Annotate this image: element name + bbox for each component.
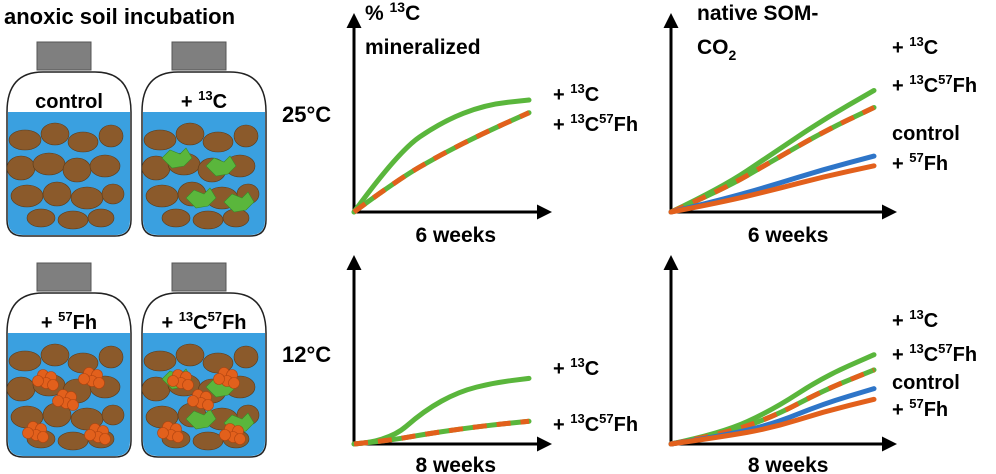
right-column-title-line2: CO2 [697,36,737,63]
ferrihydrite-particle [32,375,44,387]
ferrihydrite-particle [78,373,90,385]
bottle-3: + 57Fh [6,262,132,458]
x-axis-label: 8 weeks [748,454,829,474]
label-control: control [892,372,960,394]
ferrihydrite-particle [213,373,225,385]
chart-panel-1: 6 weeks [346,13,552,247]
series-line-underlay [351,418,532,447]
series-line [668,163,877,215]
label-13c57fh: + 13C57Fh [892,72,977,97]
left-column-title-line1: % 13C [365,0,420,25]
series-line [351,97,532,215]
ferrihydrite-particle [202,399,214,411]
label-13c: + 13C [892,34,938,59]
label-13c57fh: + 13C57Fh [892,341,977,366]
label-13c57fh: + 13C57Fh [553,411,638,436]
ferrihydrite-particle [172,431,184,443]
bottle-label: + 13C [181,88,227,113]
ferrihydrite-particle [167,375,179,387]
13c-substrate [223,191,255,213]
bottle-2: + 13C [141,41,267,237]
bottle-label: + 13C57Fh [161,309,246,334]
ferrihydrite-particle [157,427,169,439]
label-control: control [892,123,960,145]
bottle-cap [171,41,227,71]
chart-panels: 6 weeks 6 weeks 8 weeks 8 weeks + 13C + 13C57… [346,13,977,474]
ferrihydrite-particle [37,431,49,443]
left-column-title-line2: mineralized [365,36,481,59]
x-axis-label: 6 weeks [415,224,496,247]
ferrihydrite-particle [52,395,64,407]
temperature-25: 25°C [282,102,331,127]
series-line [668,396,877,447]
bottle-cap [36,41,92,71]
temperature-12: 12°C [282,342,331,367]
figure-title: anoxic soil incubation [4,4,235,29]
label-13c57fh: + 13C57Fh [553,111,638,136]
bottle-4: + 13C57Fh [141,262,267,458]
ferrihydrite-particle [22,427,34,439]
series-line [668,87,877,215]
chart-panel-3: 8 weeks [346,255,552,474]
ferrihydrite-particle [182,379,194,391]
label-57fh: + 57Fh [892,150,948,175]
series-line-underlay [351,110,532,215]
ferrihydrite-particle [99,433,111,445]
ferrihydrite-particle [84,429,96,441]
bottles: control + 13C + 57Fh + 13C57Fh [6,41,267,458]
series-line [670,105,876,215]
ferrihydrite-particle [234,433,246,445]
bottle-label: + 57Fh [41,309,97,334]
ferrihydrite-particle [93,377,105,389]
bottle-1: control [6,41,132,237]
x-axis-label: 6 weeks [748,224,829,247]
chart-panel-2: 6 weeks [663,13,897,247]
label-13c: + 13C [553,355,599,380]
ferrihydrite-particle [187,395,199,407]
ferrihydrite-particle [219,429,231,441]
bottle-cap [171,262,227,292]
label-13c: + 13C [553,81,599,106]
x-axis-label: 8 weeks [415,454,496,474]
series-line [352,110,531,215]
ferrihydrite-particle [47,379,59,391]
13c-substrate [161,147,193,169]
ferrihydrite-particle [67,399,79,411]
label-13c: + 13C [892,307,938,332]
chart-panel-4: 8 weeks [663,255,897,474]
13c-substrate [205,155,237,177]
series-line [351,375,532,447]
soil-particles [6,122,125,230]
ferrihydrite-particle [228,377,240,389]
series-line [670,367,875,447]
bottle-label: control [35,91,103,113]
13c-substrate [185,187,217,209]
bottle-cap [36,262,92,292]
label-57fh: + 57Fh [892,396,948,421]
right-column-title-line1: native SOM- [697,2,818,25]
13c-substrate [185,408,217,430]
